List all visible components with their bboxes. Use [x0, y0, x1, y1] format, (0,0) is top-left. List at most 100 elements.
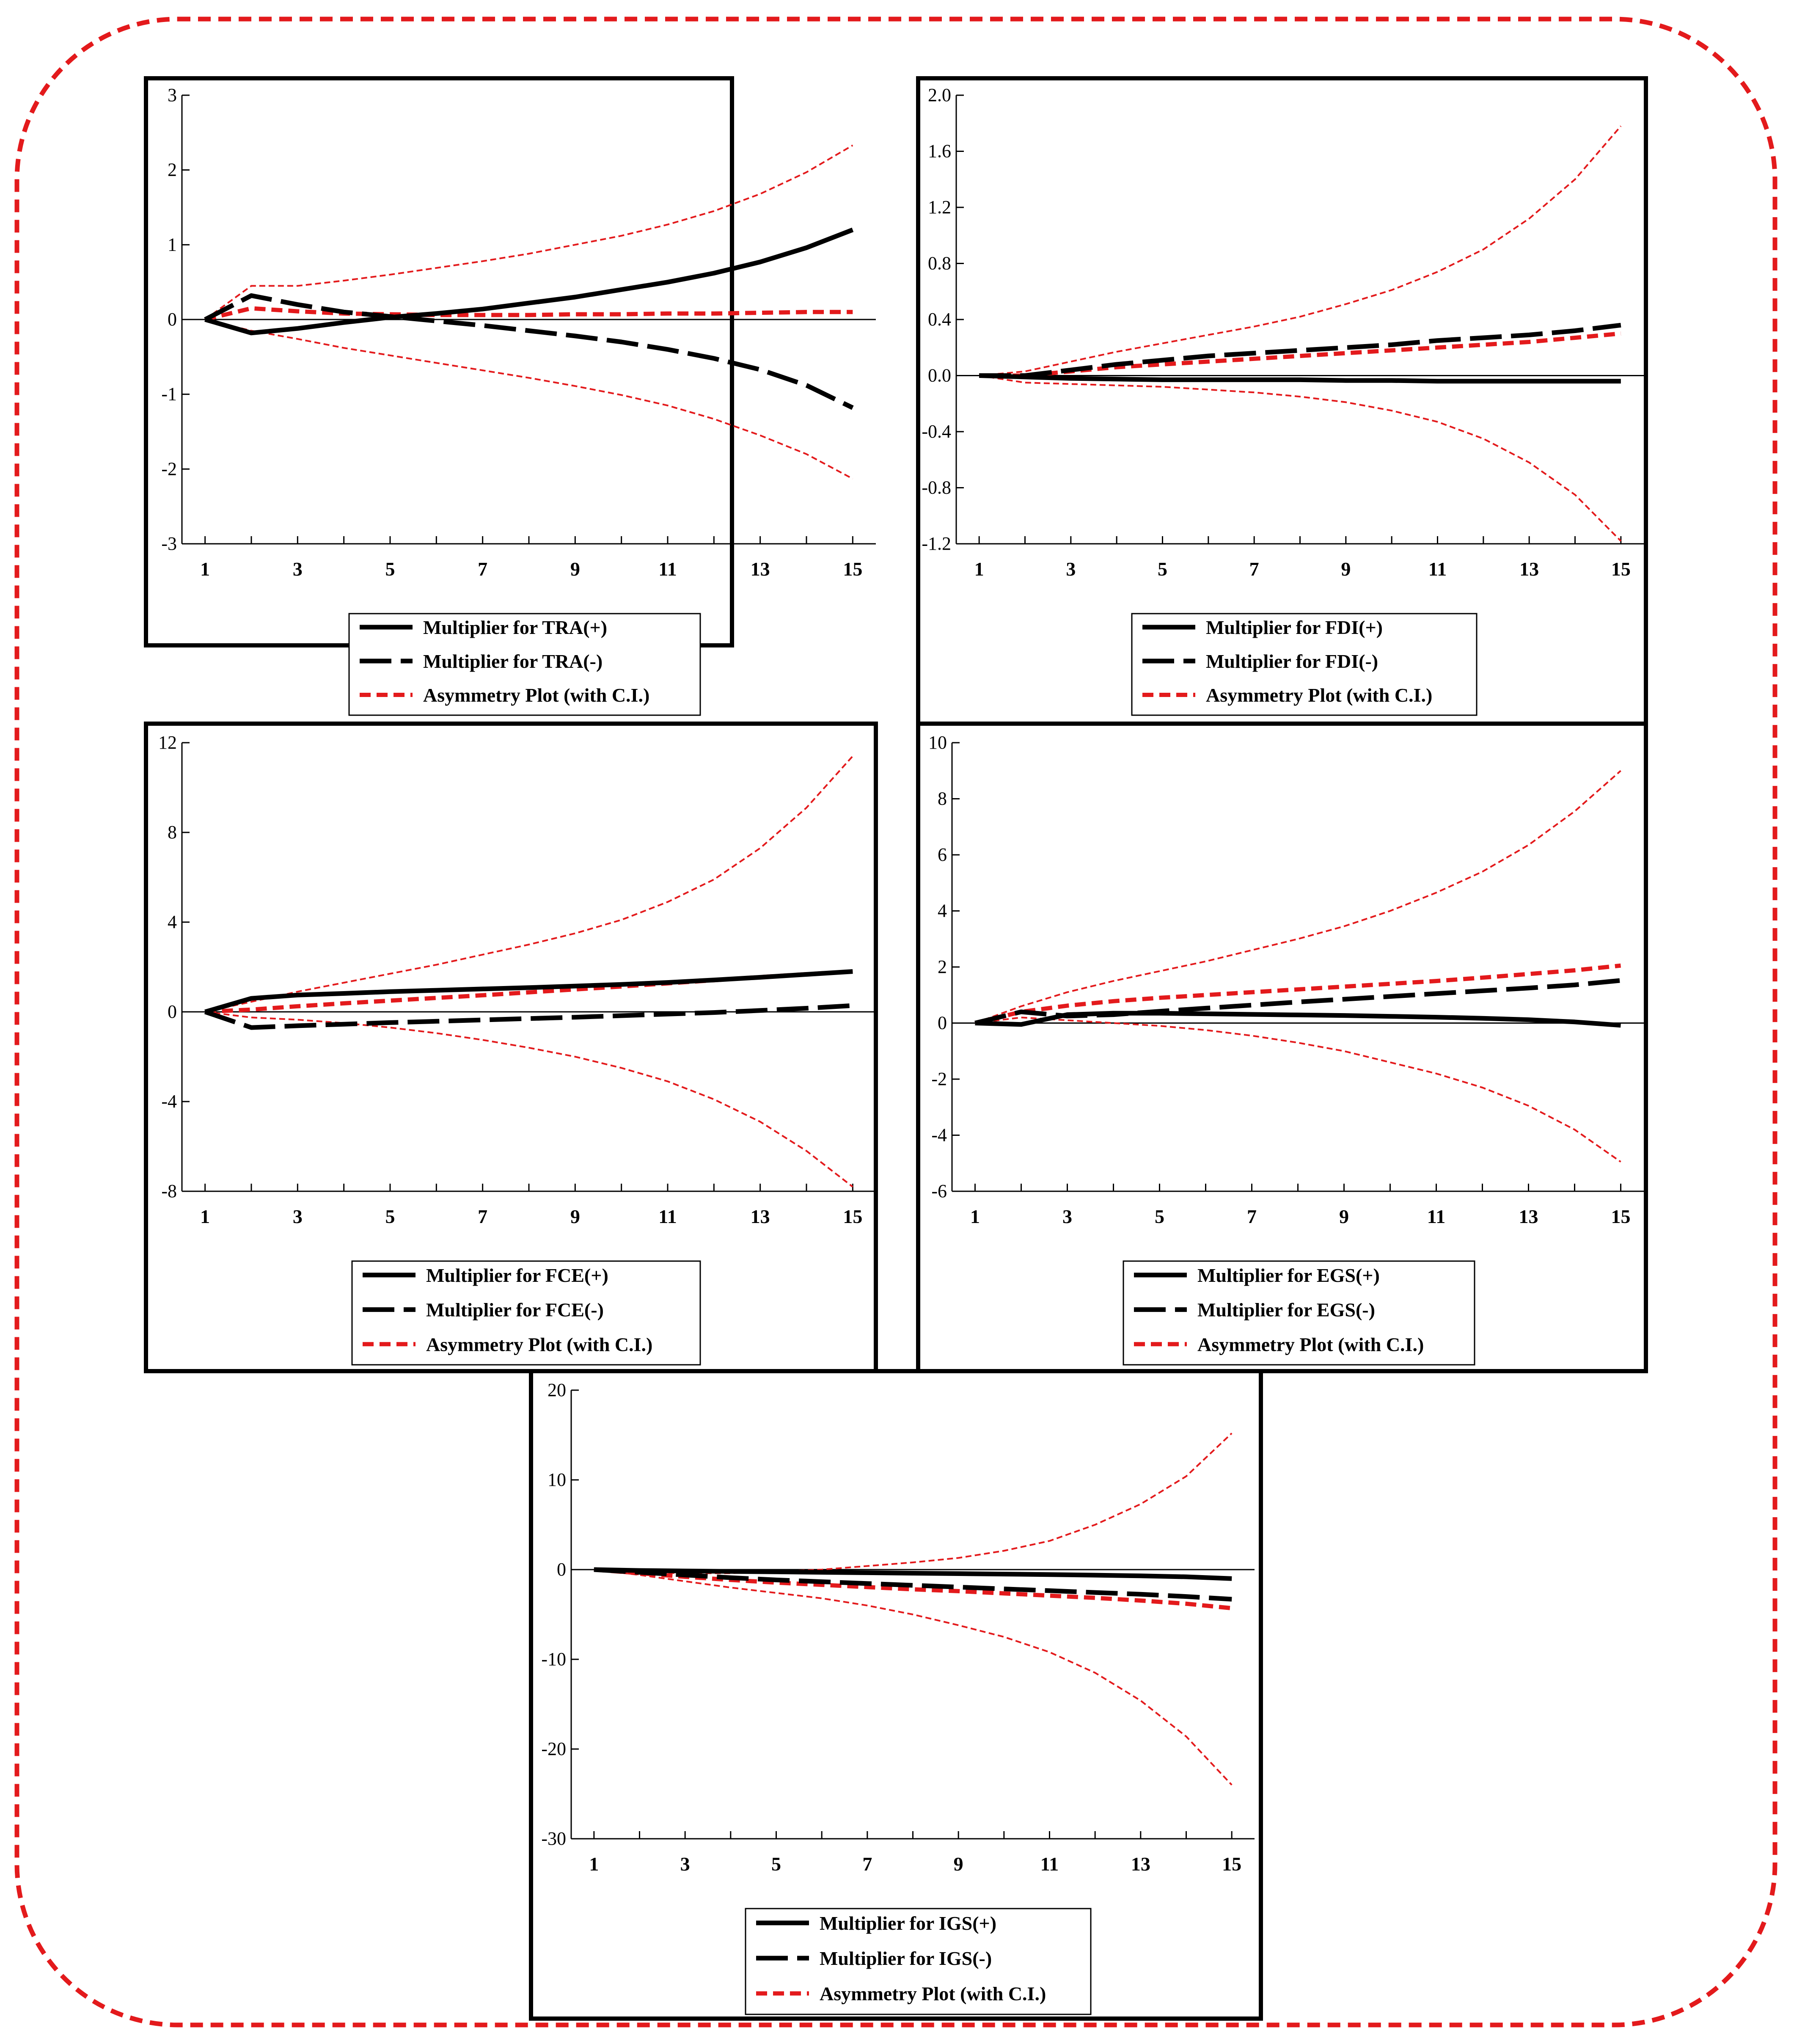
- legend-label: Asymmetry Plot (with C.I.): [426, 1333, 652, 1355]
- series-line-longdash-1: [979, 322, 1621, 378]
- x-tick-label: 3: [293, 1206, 303, 1227]
- y-tick-label: 2: [938, 956, 947, 977]
- series-line-longdash-1: [594, 1567, 1232, 1602]
- x-tick-label: 15: [843, 1206, 862, 1227]
- series-line-redthin-4: [979, 375, 1622, 542]
- x-tick-label: 13: [1519, 558, 1539, 580]
- y-tick-label: 8: [938, 788, 947, 809]
- y-tick-label: 6: [938, 844, 947, 865]
- series-line-solid-0: [204, 969, 853, 1014]
- y-tick-label: 0: [168, 1001, 177, 1022]
- x-tick-label: 1: [970, 1206, 980, 1227]
- y-tick-label: -3: [161, 533, 177, 554]
- x-tick-label: 9: [954, 1853, 963, 1875]
- y-tick-label: 1: [168, 234, 177, 255]
- x-tick-label: 9: [570, 1206, 580, 1227]
- series-line-longdash-1: [204, 1003, 853, 1030]
- x-tick-label: 11: [658, 1206, 677, 1227]
- y-tick-label: -4: [161, 1091, 177, 1112]
- y-tick-label: 1.6: [928, 141, 951, 162]
- legend-label: Asymmetry Plot (with C.I.): [820, 1983, 1046, 2005]
- series-line-redthin-4: [975, 1016, 1621, 1163]
- x-tick-label: 15: [1611, 558, 1631, 580]
- y-tick-label: -2: [161, 458, 177, 479]
- panel-border: [144, 722, 878, 1373]
- y-tick-label: 2: [168, 160, 177, 180]
- y-tick-label: 4: [168, 912, 177, 932]
- legend-label: Multiplier for IGS(-): [820, 1948, 992, 1969]
- legend-label: Multiplier for TRA(+): [423, 617, 607, 638]
- x-tick-label: 9: [570, 558, 580, 580]
- series-line-reddash-2: [205, 969, 853, 1014]
- x-tick-label: 15: [1222, 1853, 1241, 1875]
- x-tick-label: 1: [974, 558, 984, 580]
- x-tick-label: 7: [1249, 558, 1259, 580]
- x-tick-label: 3: [680, 1853, 690, 1875]
- x-tick-label: 5: [385, 558, 395, 580]
- legend-box: [1131, 613, 1478, 716]
- y-tick-label: -2: [931, 1069, 947, 1089]
- y-tick-label: 3: [168, 85, 177, 105]
- y-tick-label: -6: [931, 1181, 947, 1201]
- y-tick-label: 8: [168, 822, 177, 843]
- series-line-reddash-2: [974, 963, 1621, 1025]
- legend-box: [348, 613, 701, 716]
- y-tick-label: 1.2: [928, 197, 951, 218]
- x-tick-label: 11: [1427, 1206, 1445, 1227]
- series-line-solid-0: [975, 1011, 1621, 1028]
- x-tick-label: 13: [1519, 1206, 1538, 1227]
- x-tick-label: 7: [862, 1853, 872, 1875]
- y-tick-label: -0.8: [922, 477, 951, 498]
- y-tick-label: 0: [938, 1013, 947, 1033]
- x-tick-label: 5: [1158, 558, 1167, 580]
- panel-border: [916, 722, 1648, 1373]
- x-tick-label: 3: [293, 558, 303, 580]
- series-line-redthin-4: [205, 319, 853, 480]
- legend-label: Multiplier for FDI(-): [1206, 650, 1378, 672]
- legend-label: Multiplier for FCE(+): [426, 1264, 608, 1286]
- y-tick-label: -30: [541, 1828, 566, 1849]
- y-tick-label: -1.2: [922, 533, 951, 554]
- legend-label: Multiplier for TRA(-): [423, 650, 603, 672]
- x-tick-label: 5: [1155, 1206, 1164, 1227]
- y-tick-label: 0.8: [928, 253, 951, 274]
- y-tick-label: 2.0: [928, 85, 951, 105]
- series-line-solid-0: [594, 1567, 1232, 1581]
- legend-label: Multiplier for EGS(+): [1197, 1264, 1380, 1286]
- x-tick-label: 15: [1611, 1206, 1631, 1227]
- series-line-redthin-3: [594, 1432, 1233, 1574]
- x-tick-label: 7: [478, 1206, 487, 1227]
- y-tick-label: -0.4: [922, 421, 951, 442]
- x-tick-label: 13: [1131, 1853, 1150, 1875]
- y-tick-label: 4: [938, 901, 947, 921]
- x-tick-label: 13: [751, 558, 770, 580]
- series-line-reddash-2: [204, 306, 853, 322]
- series-line-longdash-1: [204, 293, 854, 410]
- x-tick-label: 7: [478, 558, 487, 580]
- series-line-redthin-3: [979, 125, 1622, 377]
- y-tick-label: 20: [548, 1380, 566, 1400]
- series-line-solid-0: [204, 227, 854, 336]
- x-tick-label: 1: [200, 1206, 210, 1227]
- legend-label: Asymmetry Plot (with C.I.): [1206, 684, 1432, 706]
- chart-fdi: -1.2-0.8-0.40.00.40.81.21.62.01 3 5 7 9 11 13 1…: [916, 76, 1648, 726]
- rounded-dashed-frame: [14, 17, 1777, 2027]
- x-tick-label: 1: [589, 1853, 599, 1875]
- y-tick-label: -8: [161, 1181, 177, 1201]
- x-tick-label: 5: [385, 1206, 395, 1227]
- x-tick-label: 11: [1428, 558, 1447, 580]
- y-tick-label: -10: [541, 1649, 566, 1669]
- x-tick-label: 7: [1247, 1206, 1257, 1227]
- panel-border: [144, 76, 734, 647]
- series-line-redthin-3: [974, 770, 1621, 1024]
- legend-label: Asymmetry Plot (with C.I.): [1197, 1333, 1424, 1355]
- x-tick-label: 3: [1066, 558, 1076, 580]
- series-line-redthin-4: [594, 1569, 1233, 1786]
- y-tick-label: 0: [168, 309, 177, 330]
